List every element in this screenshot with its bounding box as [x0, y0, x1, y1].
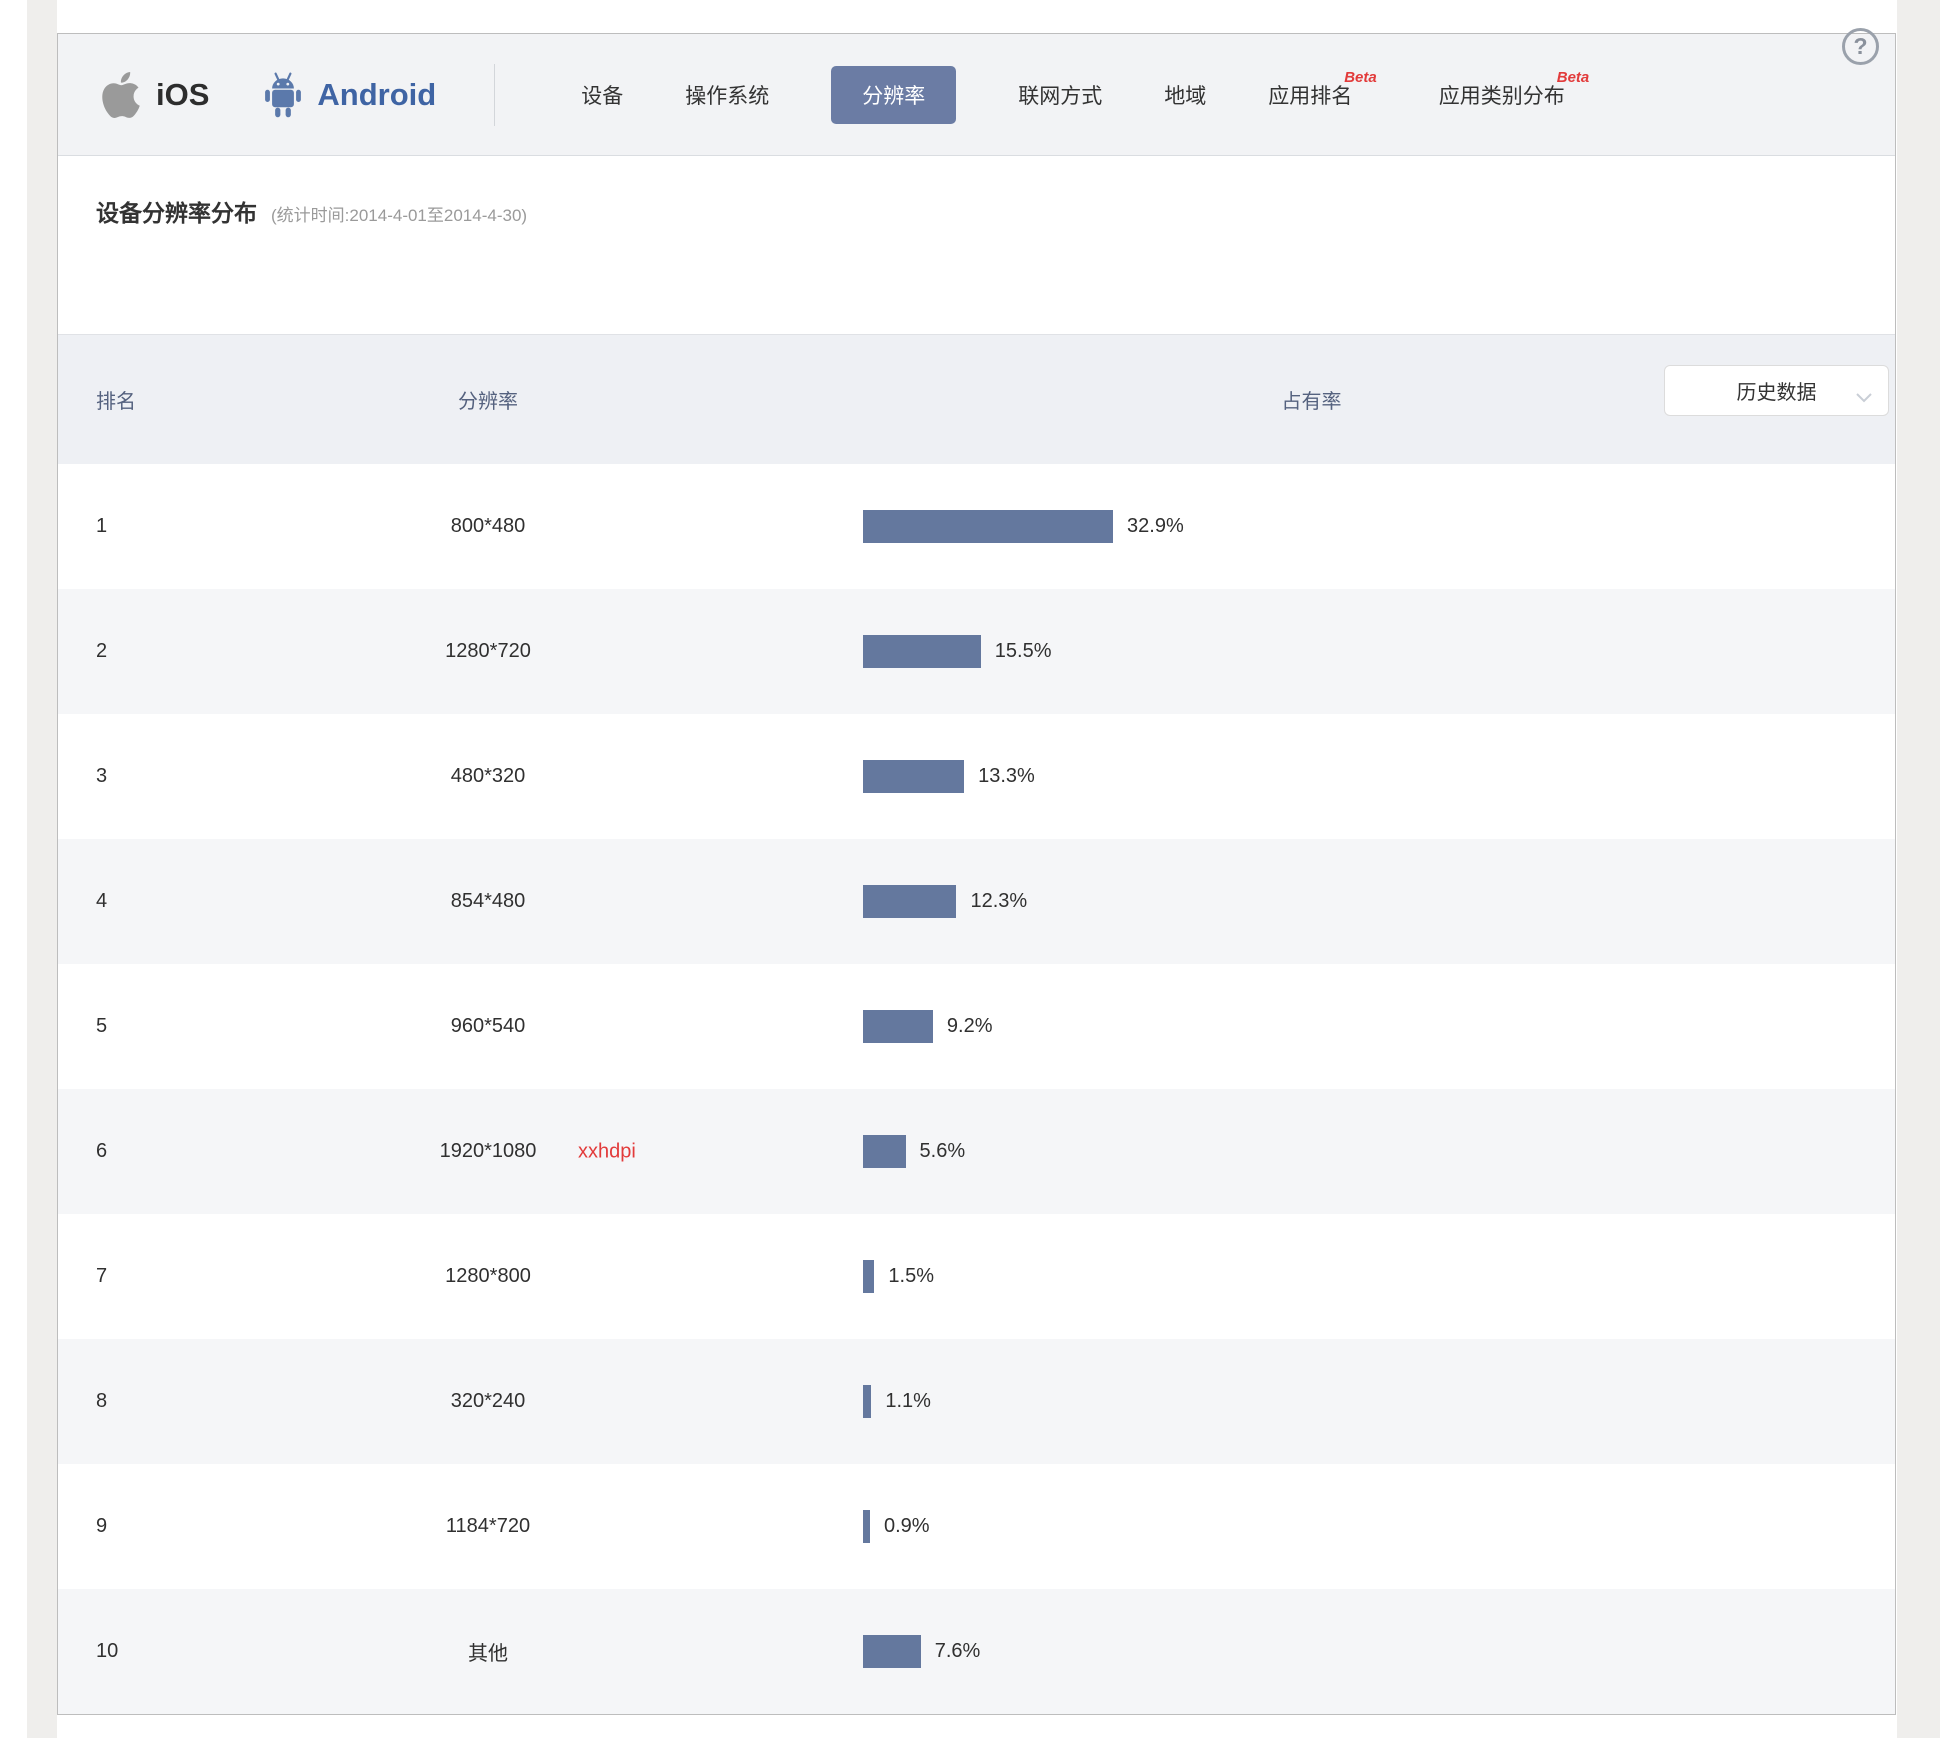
- resolution-cell: 480*320: [450, 765, 526, 787]
- share-value: 5.6%: [919, 1140, 966, 1162]
- tab-app-ranking[interactable]: 应用排名Beta: [1268, 69, 1377, 110]
- tab-app-category-label: 应用类别分布: [1438, 84, 1565, 108]
- share-bar: [863, 635, 981, 668]
- rank-cell: 9: [96, 1515, 108, 1537]
- rank-cell: 10: [96, 1640, 119, 1662]
- resolution-cell: 854*480: [450, 890, 526, 912]
- resolution-cell: 1280*720: [445, 640, 531, 662]
- help-icon[interactable]: ?: [1842, 28, 1879, 65]
- resolution-cell: 800*480: [450, 515, 526, 537]
- header-resolution: 分辨率: [458, 391, 518, 413]
- platform-ios-button[interactable]: iOS: [98, 71, 210, 118]
- share-bar: [863, 760, 965, 793]
- rank-cell: 4: [96, 890, 108, 912]
- share-value: 15.5%: [994, 640, 1052, 662]
- resolution-cell: 960*540: [450, 1015, 526, 1037]
- rank-cell: 2: [96, 640, 108, 662]
- beta-badge: Beta: [1344, 68, 1377, 86]
- top-nav: iOS: [58, 28, 1895, 156]
- page-background-left-strip: [27, 0, 57, 1738]
- table-row: 7 1280*800 1.5%: [58, 1214, 1895, 1339]
- tab-resolution[interactable]: 分辨率: [831, 65, 957, 124]
- resolution-cell: 1920*1080: [439, 1140, 537, 1162]
- history-data-dropdown[interactable]: 历史数据: [1664, 365, 1889, 416]
- share-bar: [863, 1510, 870, 1543]
- platform-android-button[interactable]: Android: [261, 71, 436, 119]
- share-value: 7.6%: [934, 1640, 981, 1662]
- share-value: 0.9%: [884, 1515, 930, 1537]
- table-row: 10 其他 7.6%: [58, 1589, 1895, 1714]
- tab-app-ranking-label: 应用排名: [1268, 84, 1353, 108]
- share-value: 12.3%: [970, 890, 1028, 912]
- rank-cell: 7: [96, 1265, 108, 1287]
- tab-devices[interactable]: 设备: [581, 84, 624, 108]
- page-title: 设备分辨率分布: [96, 200, 257, 226]
- table-row: 6 1920*1080 xxhdpi 5.6%: [58, 1089, 1895, 1214]
- header-rank: 排名: [96, 391, 136, 413]
- header-share: 占有率: [1281, 391, 1342, 413]
- share-value: 1.5%: [888, 1265, 934, 1287]
- table-row: 1 800*480 32.9%: [58, 464, 1895, 589]
- resolution-cell: 1184*720: [445, 1515, 531, 1537]
- share-bar: [863, 1385, 872, 1418]
- share-bar: [863, 1635, 921, 1668]
- tab-network[interactable]: 联网方式: [1018, 84, 1103, 108]
- share-value: 9.2%: [946, 1015, 993, 1037]
- share-bar: [863, 885, 957, 918]
- table-row: 3 480*320 13.3%: [58, 714, 1895, 839]
- tab-region[interactable]: 地域: [1164, 84, 1207, 108]
- share-value: 32.9%: [1127, 515, 1184, 537]
- tab-app-category[interactable]: 应用类别分布Beta: [1438, 69, 1590, 110]
- table-body: 1 800*480 32.9% 2 1280*720 15.5% 3 480*3…: [58, 464, 1895, 1714]
- analytics-panel: iOS: [57, 28, 1896, 1715]
- beta-badge: Beta: [1556, 68, 1590, 86]
- chevron-down-icon: [1856, 386, 1872, 409]
- resolution-cell: 其他: [468, 1643, 508, 1665]
- table-row: 4 854*480 12.3%: [58, 839, 1895, 964]
- resolution-cell: 320*240: [450, 1390, 526, 1412]
- android-icon: [261, 71, 305, 119]
- tab-os[interactable]: 操作系统: [685, 84, 770, 108]
- nav-tabs: 设备 操作系统 分辨率 联网方式 地域 应用排名Beta 应用类别分布Beta: [581, 65, 1590, 124]
- rank-cell: 8: [96, 1390, 108, 1412]
- share-value: 1.1%: [885, 1390, 931, 1412]
- section-header: 设备分辨率分布 (统计时间:2014-4-01至2014-4-30) 历史数据: [58, 156, 1895, 416]
- resolution-cell: 1280*800: [445, 1265, 531, 1287]
- ios-label: iOS: [156, 76, 210, 112]
- table-row: 5 960*540 9.2%: [58, 964, 1895, 1089]
- rank-cell: 5: [96, 1015, 108, 1037]
- table-row: 9 1184*720 0.9%: [58, 1464, 1895, 1589]
- rank-cell: 6: [96, 1140, 108, 1162]
- apple-icon: [98, 71, 144, 118]
- rank-cell: 3: [96, 765, 108, 787]
- share-value: 13.3%: [978, 765, 1035, 787]
- nav-divider: [494, 63, 496, 126]
- share-bar: [863, 1135, 906, 1168]
- share-bar: [863, 510, 1114, 543]
- android-label: Android: [317, 76, 437, 112]
- rank-cell: 1: [96, 515, 108, 537]
- share-bar: [863, 1260, 875, 1293]
- page-background-right-strip: [1897, 0, 1940, 1738]
- resolution-note: xxhdpi: [578, 1140, 636, 1162]
- dropdown-value: 历史数据: [1736, 382, 1817, 404]
- table-row: 2 1280*720 15.5%: [58, 589, 1895, 714]
- share-bar: [863, 1010, 933, 1043]
- date-range-subtitle: (统计时间:2014-4-01至2014-4-30): [271, 206, 528, 225]
- table-row: 8 320*240 1.1%: [58, 1339, 1895, 1464]
- table-header: 排名 分辨率 占有率: [58, 334, 1895, 464]
